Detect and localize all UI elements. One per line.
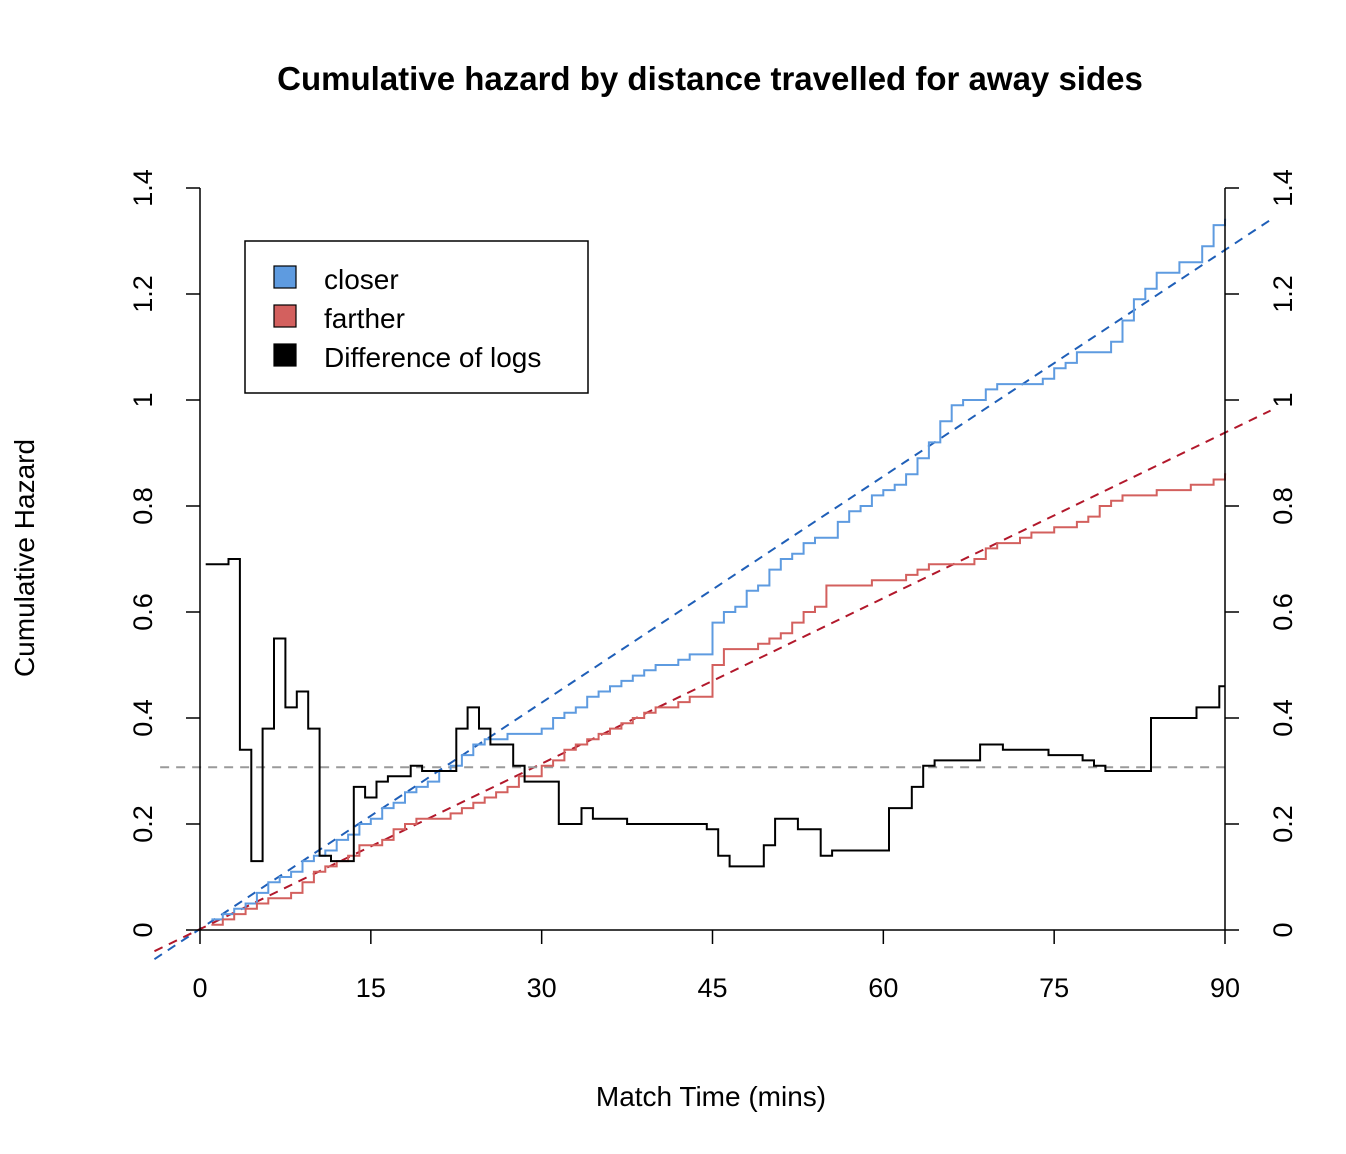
y-tick-label-right: 0.6 [1268,593,1298,631]
y-tick-label-right: 0.4 [1268,699,1298,737]
y-tick-label-left: 1.2 [128,275,158,313]
x-tick-label: 15 [356,973,386,1003]
y-tick-label-right: 0 [1268,922,1298,937]
legend-label-farther: farther [324,303,405,334]
y-tick-label-left: 0.6 [128,593,158,631]
y-tick-label-right: 1.4 [1268,169,1298,207]
ticks: 0 15 30 45 60 75 90 0 0 0.2 0.2 0.4 0.4 0.6 0.6 0.8 0.8 1… [128,169,1298,1003]
y-tick-label-left: 0.2 [128,805,158,843]
legend: closer farther Difference of logs [244,240,589,394]
x-axis-label: Match Time (mins) [596,1081,826,1112]
chart-title: Cumulative hazard by distance travelled … [277,60,1143,97]
y-tick-label-left: 1.4 [128,169,158,207]
x-tick-label: 90 [1210,973,1240,1003]
series-line-difference-of-logs [205,558,1225,868]
x-tick-label: 45 [697,973,727,1003]
y-tick-label-left: 0.8 [128,487,158,525]
series-layer [205,218,1227,926]
legend-label-closer: closer [324,264,399,295]
y-tick-label-left: 1 [128,392,158,407]
y-tick-label-right: 0.8 [1268,487,1298,525]
x-tick-label: 60 [868,973,898,1003]
legend-swatch-difference [273,343,297,367]
series-line-closer [211,218,1227,921]
series-line-farther [211,473,1227,926]
legend-label-difference: Difference of logs [324,342,541,373]
legend-swatch-farther [273,304,297,328]
reference-lines [153,218,1272,960]
y-tick-label-left: 0.4 [128,699,158,737]
x-tick-label: 0 [192,973,207,1003]
legend-swatch-closer [273,265,297,289]
legend-box [244,240,589,394]
y-tick-label-right: 0.2 [1268,805,1298,843]
y-tick-label-right: 1.2 [1268,275,1298,313]
x-tick-label: 30 [527,973,557,1003]
x-tick-label: 75 [1039,973,1069,1003]
y-tick-label-left: 0 [128,922,158,937]
y-tick-label-right: 1 [1268,392,1298,407]
y-axis-label: Cumulative Hazard [9,439,40,677]
